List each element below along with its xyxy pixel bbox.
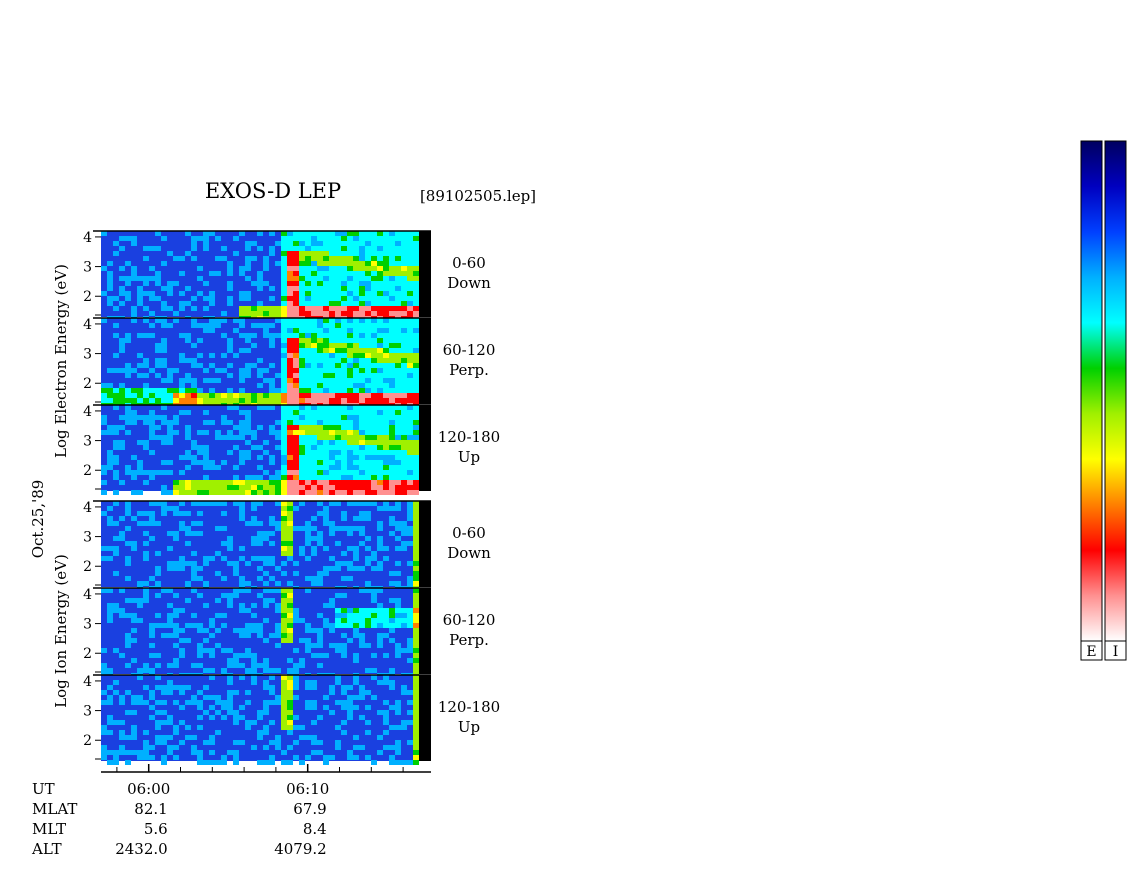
energy-tick-label: 4 xyxy=(83,317,92,333)
electron-energy-axis-label: Log Electron Energy (eV) xyxy=(52,264,70,458)
pitch-angle-range-label: 0-60 xyxy=(452,524,486,542)
energy-tick-label: 3 xyxy=(83,434,92,450)
group-axis-labels: Log Electron Energy (eV) Log Ion Energy (… xyxy=(52,264,70,708)
energy-tick-label: 4 xyxy=(83,230,92,246)
colorbar-E: E xyxy=(1080,140,1103,661)
energy-tick-label: 2 xyxy=(83,463,92,479)
chart-title: EXOS-D LEP xyxy=(205,179,341,203)
ion-energy-axis-label: Log Ion Energy (eV) xyxy=(52,554,70,708)
file-label: [89102505.lep] xyxy=(420,187,536,205)
pitch-angle-direction-label: Up xyxy=(458,448,480,466)
ion-panel-2: 2 3 4 60-120 Perp. xyxy=(83,587,495,678)
pitch-angle-direction-label: Up xyxy=(458,718,480,736)
orbit-value: 06:10 xyxy=(286,780,329,798)
energy-tick-label: 3 xyxy=(83,347,92,363)
energy-tick-label: 2 xyxy=(83,289,92,305)
pitch-angle-direction-label: Perp. xyxy=(449,361,489,379)
energy-tick-label: 3 xyxy=(83,530,92,546)
pitch-angle-direction-label: Perp. xyxy=(449,631,489,649)
energy-tick-label: 2 xyxy=(83,733,92,749)
spectrogram-panels: 2 3 4 0-60 Down 2 3 4 60-120 Perp. 2 3 4 120-180 Up 2 3 4… xyxy=(83,230,500,765)
orbit-row-label: ALT xyxy=(31,840,62,858)
ion-panel-3: 2 3 4 120-180 Up xyxy=(83,674,500,765)
orbit-value: 4079.2 xyxy=(274,840,327,858)
ion-panel-1: 2 3 4 0-60 Down xyxy=(83,500,491,591)
pitch-angle-direction-label: Down xyxy=(447,544,491,562)
colorbar-I: I xyxy=(1104,140,1127,661)
energy-tick-label: 3 xyxy=(83,260,92,276)
colorbar-label: I xyxy=(1113,644,1119,660)
pitch-angle-range-label: 120-180 xyxy=(438,428,500,446)
orbit-value: 67.9 xyxy=(293,800,326,818)
colorbar-label: E xyxy=(1086,644,1096,660)
orbit-value: 2432.0 xyxy=(115,840,168,858)
orbit-value: 06:00 xyxy=(127,780,170,798)
energy-tick-label: 4 xyxy=(83,404,92,420)
energy-tick-label: 4 xyxy=(83,587,92,603)
energy-tick-label: 3 xyxy=(83,617,92,633)
pitch-angle-direction-label: Down xyxy=(447,274,491,292)
orbit-row-label: UT xyxy=(32,780,55,798)
date-label: Oct.25,'89 xyxy=(29,480,47,559)
orbit-table: UT 06:00 06:10 MLAT 82.1 67.9 MLT 5.6 8.4 ALT 2432… xyxy=(31,780,329,858)
electron-panel-3: 2 3 4 120-180 Up xyxy=(83,404,500,495)
orbit-row-label: MLT xyxy=(32,820,66,838)
orbit-value: 82.1 xyxy=(134,800,167,818)
energy-tick-label: 4 xyxy=(83,500,92,516)
electron-panel-2: 2 3 4 60-120 Perp. xyxy=(83,317,495,408)
orbit-row-label: MLAT xyxy=(32,800,77,818)
energy-tick-label: 4 xyxy=(83,674,92,690)
orbit-value: 5.6 xyxy=(144,820,168,838)
time-axis xyxy=(101,764,431,773)
orbit-value: 8.4 xyxy=(303,820,327,838)
energy-tick-label: 2 xyxy=(83,646,92,662)
energy-tick-label: 2 xyxy=(83,376,92,392)
electron-panel-1: 2 3 4 0-60 Down xyxy=(83,230,491,321)
energy-tick-label: 3 xyxy=(83,704,92,720)
pitch-angle-range-label: 60-120 xyxy=(443,611,496,629)
pitch-angle-range-label: 0-60 xyxy=(452,254,486,272)
pitch-angle-range-label: 120-180 xyxy=(438,698,500,716)
energy-tick-label: 2 xyxy=(83,559,92,575)
pitch-angle-range-label: 60-120 xyxy=(443,341,496,359)
